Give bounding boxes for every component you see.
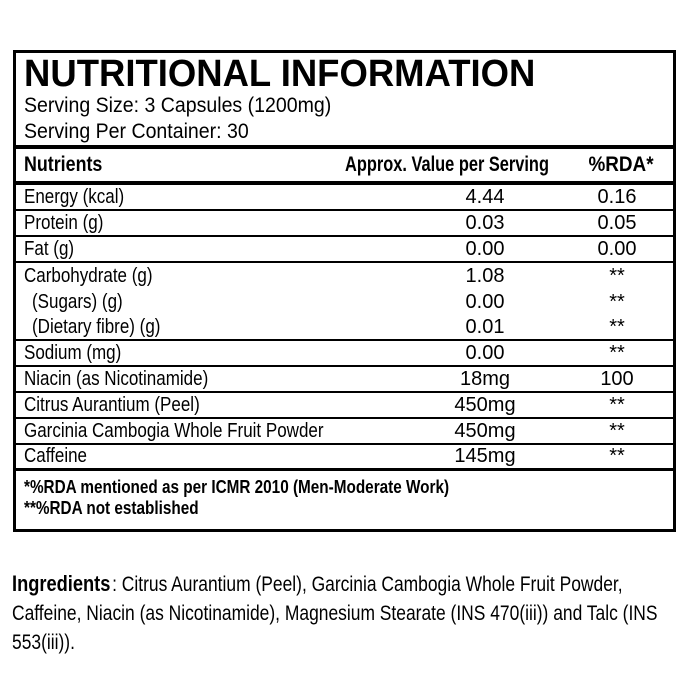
nutrient-name: Energy (kcal) bbox=[24, 185, 125, 208]
nutrient-value: 0.00 bbox=[465, 237, 505, 260]
table-row-sodium: Sodium (mg) 0.00 ** bbox=[16, 341, 673, 367]
nutrient-rda: ** bbox=[609, 419, 625, 442]
nutrient-name: Caffeine bbox=[24, 445, 88, 467]
table-row-protein: Protein (g) 0.03 0.05 bbox=[16, 211, 673, 237]
table-row-energy: Energy (kcal) 4.44 0.16 bbox=[16, 185, 673, 211]
nutrition-facts-panel: NUTRITIONAL INFORMATION Serving Size: 3 … bbox=[13, 50, 676, 532]
nutrient-rda: ** bbox=[609, 290, 625, 313]
footnotes: *%RDA mentioned as per ICMR 2010 (Men-Mo… bbox=[16, 471, 673, 529]
footnote-rda-not-established: **%RDA not established bbox=[24, 498, 199, 518]
header-rda: %RDA* bbox=[588, 153, 654, 176]
divider-thick bbox=[16, 145, 673, 149]
table-row-caffeine: Caffeine 145mg ** bbox=[16, 445, 673, 471]
header-approx-value: Approx. Value per Serving bbox=[345, 153, 549, 176]
serving-size-line: Serving Size: 3 Capsules (1200mg) bbox=[24, 94, 332, 117]
nutrient-value: 4.44 bbox=[465, 185, 505, 208]
panel-title: NUTRITIONAL INFORMATION bbox=[24, 55, 673, 93]
nutrient-value: 0.01 bbox=[465, 315, 505, 338]
nutrient-value: 18mg bbox=[459, 367, 511, 390]
nutrient-rda: ** bbox=[609, 445, 625, 467]
ingredients-separator: : bbox=[112, 573, 122, 596]
nutrient-value: 1.08 bbox=[465, 264, 505, 287]
nutrient-value: 0.03 bbox=[465, 211, 505, 234]
panel-title-text: NUTRITIONAL INFORMATION bbox=[24, 53, 536, 95]
nutrient-rda: 0.00 bbox=[597, 237, 637, 260]
nutrient-name: Garcinia Cambogia Whole Fruit Powder bbox=[24, 419, 324, 442]
nutrient-value: 450mg bbox=[454, 419, 516, 442]
table-row-citrus-aurantium: Citrus Aurantium (Peel) 450mg ** bbox=[16, 393, 673, 419]
nutrient-name: Fat (g) bbox=[24, 237, 75, 260]
nutrient-name: Protein (g) bbox=[24, 211, 104, 234]
nutrient-rda: ** bbox=[609, 315, 625, 338]
nutrient-value: 0.00 bbox=[465, 290, 505, 313]
nutrient-rda: ** bbox=[609, 341, 625, 364]
nutrient-name: (Sugars) (g) bbox=[32, 290, 123, 313]
nutrient-value: 145mg bbox=[454, 445, 516, 467]
nutrient-value: 0.00 bbox=[465, 341, 505, 364]
nutrient-rda: 100 bbox=[600, 367, 634, 390]
nutrient-name: (Dietary fibre) (g) bbox=[32, 315, 161, 338]
table-row-fat: Fat (g) 0.00 0.00 bbox=[16, 237, 673, 263]
footnote-rda-source: *%RDA mentioned as per ICMR 2010 (Men-Mo… bbox=[24, 477, 450, 497]
table-row-dietary-fibre: (Dietary fibre) (g) 0.01 ** bbox=[16, 315, 673, 341]
table-row-garcinia-cambogia: Garcinia Cambogia Whole Fruit Powder 450… bbox=[16, 419, 673, 445]
nutrient-name: Niacin (as Nicotinamide) bbox=[24, 367, 209, 390]
table-row-niacin: Niacin (as Nicotinamide) 18mg 100 bbox=[16, 367, 673, 393]
nutrient-value: 450mg bbox=[454, 393, 516, 416]
nutrient-rda: 0.16 bbox=[597, 185, 637, 208]
nutrient-rda: 0.05 bbox=[597, 211, 637, 234]
nutrient-rda: ** bbox=[609, 393, 625, 416]
ingredients-text: Citrus Aurantium (Peel), Garcinia Cambog… bbox=[12, 573, 658, 654]
header-nutrients: Nutrients bbox=[24, 153, 103, 176]
table-row-carbohydrate: Carbohydrate (g) 1.08 ** bbox=[16, 263, 673, 289]
nutrient-name: Sodium (mg) bbox=[24, 341, 122, 364]
nutrient-name: Citrus Aurantium (Peel) bbox=[24, 393, 200, 416]
serving-per-container-line: Serving Per Container: 30 bbox=[24, 120, 249, 143]
ingredients-label: Ingredients bbox=[12, 571, 111, 596]
nutrient-name: Carbohydrate (g) bbox=[24, 264, 153, 287]
nutrient-rda: ** bbox=[609, 264, 625, 287]
table-header-row: Nutrients Approx. Value per Serving %RDA… bbox=[16, 149, 673, 185]
ingredients-paragraph: Ingredients: Citrus Aurantium (Peel), Ga… bbox=[12, 569, 676, 657]
table-row-sugars: (Sugars) (g) 0.00 ** bbox=[16, 289, 673, 315]
